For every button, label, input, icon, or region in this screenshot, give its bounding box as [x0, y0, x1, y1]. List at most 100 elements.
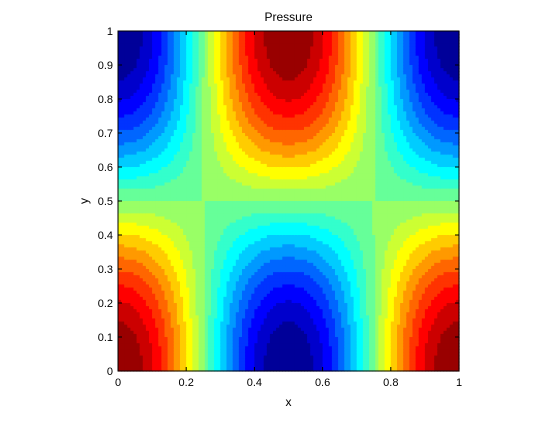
contour-cell — [183, 61, 187, 66]
contour-cell — [192, 309, 197, 313]
contour-cell — [118, 160, 122, 165]
contour-cell — [149, 89, 153, 94]
contour-cell — [201, 367, 206, 372]
contour-cell — [189, 154, 193, 159]
contour-cell — [130, 290, 135, 295]
contour-cell — [152, 259, 156, 264]
contour-cell — [192, 321, 197, 326]
contour-cell — [167, 31, 172, 35]
contour-cell — [176, 352, 181, 357]
contour-cell — [211, 201, 215, 205]
contour-cell — [136, 259, 141, 264]
contour-cell — [158, 179, 162, 184]
contour-cell — [211, 250, 215, 255]
contour-cell — [136, 74, 141, 78]
contour-cell — [198, 167, 203, 171]
contour-cell — [145, 201, 150, 205]
contour-cell — [176, 71, 181, 75]
contour-cell — [211, 123, 215, 128]
contour-cell — [139, 197, 144, 202]
contour-cell — [201, 167, 206, 171]
contour-cell — [170, 235, 175, 239]
contour-cell — [192, 327, 197, 332]
contour-cell — [145, 154, 150, 159]
contour-cell — [173, 191, 178, 196]
contour-cell — [198, 204, 203, 208]
contour-cell — [121, 145, 125, 150]
contour-cell — [173, 349, 178, 354]
contour-cell — [189, 173, 193, 177]
contour-cell — [198, 225, 203, 230]
contour-cell — [183, 269, 187, 273]
contour-cell — [189, 170, 193, 174]
contour-cell — [164, 182, 169, 187]
contour-cell — [124, 213, 128, 218]
contour-cell — [189, 61, 193, 66]
contour-cell — [183, 176, 187, 180]
contour-cell — [145, 287, 150, 292]
contour-cell — [161, 126, 166, 131]
contour-cell — [127, 46, 131, 51]
contour-cell — [167, 340, 172, 344]
contour-cell — [198, 235, 203, 239]
contour-cell — [207, 185, 212, 190]
contour-cell — [192, 284, 197, 289]
contour-cell — [136, 306, 141, 310]
contour-cell — [118, 77, 122, 82]
contour-cell — [161, 337, 166, 341]
contour-cell — [158, 278, 162, 282]
contour-cell — [145, 367, 150, 372]
contour-cell — [207, 58, 212, 63]
contour-cell — [173, 163, 178, 168]
contour-cell — [139, 253, 144, 258]
contour-cell — [161, 358, 166, 363]
contour-cell — [164, 210, 169, 214]
contour-cell — [195, 321, 200, 326]
contour-cell — [176, 157, 181, 162]
contour-cell — [133, 318, 138, 323]
contour-cell — [121, 197, 125, 202]
contour-cell — [183, 86, 187, 91]
contour-cell — [130, 145, 135, 150]
contour-cell — [145, 80, 150, 85]
contour-cell — [176, 92, 181, 97]
contour-cell — [136, 327, 141, 332]
contour-cell — [158, 55, 162, 60]
contour-cell — [130, 129, 135, 134]
contour-cell — [170, 340, 175, 344]
contour-cell — [167, 296, 172, 301]
contour-cell — [176, 194, 181, 199]
contour-cell — [161, 284, 166, 289]
contour-cell — [186, 364, 190, 369]
contour-cell — [124, 34, 128, 38]
contour-cell — [118, 120, 122, 125]
contour-cell — [173, 318, 178, 323]
contour-cell — [118, 358, 122, 363]
contour-cell — [139, 99, 144, 103]
contour-cell — [211, 136, 215, 140]
contour-cell — [158, 148, 162, 153]
contour-cell — [161, 136, 166, 140]
contour-cell — [180, 281, 184, 286]
contour-cell — [167, 105, 172, 109]
contour-cell — [183, 126, 187, 131]
contour-cell — [192, 324, 197, 329]
contour-cell — [158, 111, 162, 116]
contour-cell — [158, 303, 162, 307]
contour-cell — [186, 194, 190, 199]
contour-cell — [204, 151, 209, 156]
contour-cell — [124, 49, 128, 54]
contour-cell — [192, 37, 197, 41]
contour-cell — [118, 49, 122, 54]
contour-cell — [189, 231, 193, 236]
contour-cell — [195, 299, 200, 304]
contour-cell — [130, 346, 135, 350]
contour-cell — [127, 182, 131, 187]
contour-cell — [164, 74, 169, 78]
contour-cell — [164, 327, 169, 332]
contour-cell — [201, 340, 206, 344]
contour-cell — [173, 269, 178, 273]
contour-cell — [164, 238, 169, 242]
contour-cell — [155, 194, 159, 199]
contour-cell — [186, 68, 190, 72]
